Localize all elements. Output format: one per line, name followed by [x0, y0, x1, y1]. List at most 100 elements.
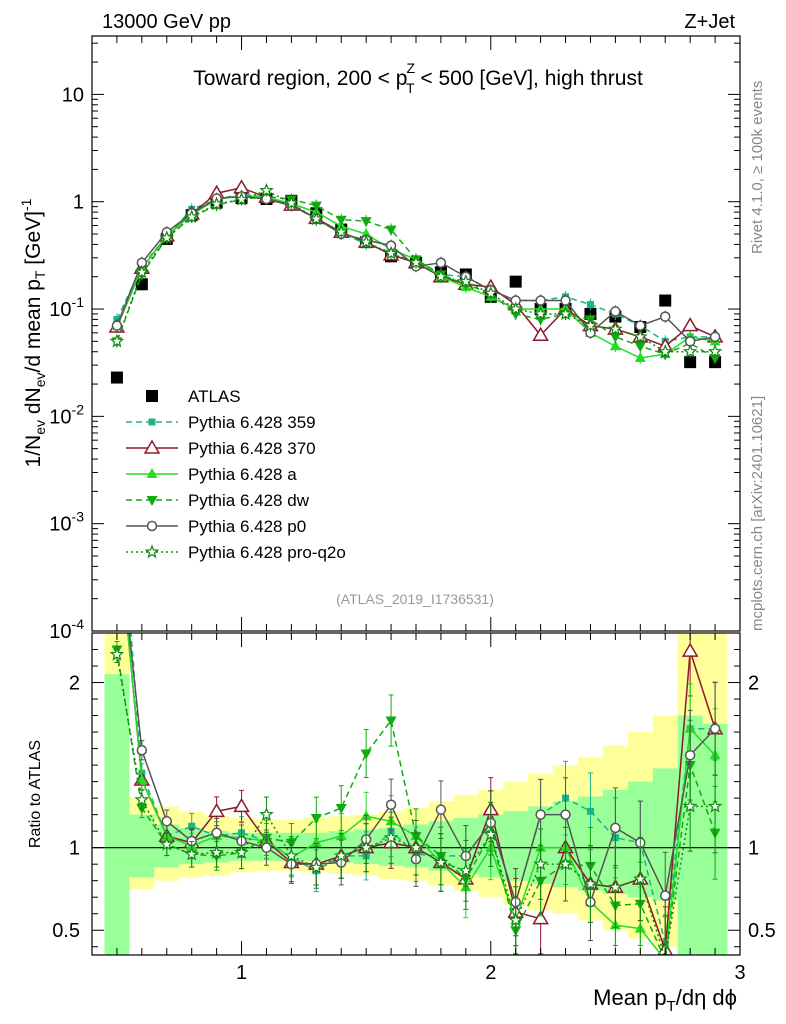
- ratio-marker-p370: [532, 910, 549, 925]
- marker-p370: [681, 317, 699, 332]
- ratio-marker-pp0: [161, 815, 173, 827]
- marker-pq2o: [657, 344, 673, 358]
- marker-pq2o: [707, 344, 723, 358]
- ratio-marker-pdw: [310, 813, 322, 824]
- band-inner-bin: [129, 814, 155, 878]
- ratio-marker-pp0: [136, 744, 148, 756]
- main-series-layer: [108, 179, 724, 384]
- ratio-y-tick-label-right: 0.5: [748, 920, 776, 942]
- legend-label-pdw: Pythia 6.428 dw: [188, 491, 310, 510]
- marker-pq2o: [633, 329, 648, 344]
- marker-pp0: [635, 320, 646, 331]
- legend-marker-atlas: [146, 390, 158, 402]
- marker-pq2o: [309, 211, 324, 226]
- ratio-marker-pdw: [335, 804, 347, 815]
- ratio-marker-pa: [310, 836, 322, 847]
- ratio-marker-pdw: [660, 956, 671, 966]
- marker-pdw: [634, 342, 646, 353]
- ratio-y-tick-label-left: 2: [69, 673, 80, 695]
- ratio-marker-pq2o: [608, 879, 623, 894]
- legend-marker-pp0: [146, 520, 158, 532]
- marker-pq2o: [558, 306, 573, 321]
- rivet-version-label: Rivet 4.1.0, ≥ 100k events: [749, 81, 766, 254]
- legend-marker-p370: [143, 439, 161, 454]
- ratio-marker-pdw: [360, 749, 372, 760]
- marker-pq2o: [209, 196, 224, 211]
- marker-pdw: [360, 217, 372, 228]
- ratio-uncertainty-bands: [104, 633, 728, 955]
- marker-atlas: [509, 275, 522, 288]
- ratio-marker-pp0: [261, 842, 272, 853]
- marker-pq2o: [134, 264, 150, 279]
- ratio-marker-p370: [208, 802, 225, 818]
- ratio-marker-p359: [113, 448, 120, 455]
- ratio-marker-pq2o: [508, 912, 523, 927]
- marker-pdw: [385, 225, 397, 236]
- marker-pq2o: [408, 255, 424, 269]
- ratio-marker-pq2o: [383, 830, 399, 844]
- ratio-y-axis-label: Ratio to ATLAS: [27, 740, 44, 848]
- ratio-series-layer: [92, 448, 740, 966]
- ratio-marker-pp0: [684, 749, 696, 761]
- x-tick-label: 3: [734, 962, 745, 984]
- ratio-marker-pq2o: [633, 871, 648, 886]
- x-tick-label: 1: [236, 962, 247, 984]
- ratio-marker-pq2o: [134, 792, 150, 806]
- ratio-marker-pq2o: [209, 844, 224, 859]
- ratio-marker-pq2o: [234, 844, 249, 859]
- marker-pp0: [709, 331, 721, 343]
- ratio-marker-pp0: [659, 890, 671, 901]
- ratio-marker-pq2o: [333, 848, 349, 863]
- ratio-y-tick-label-left: 1: [69, 838, 80, 860]
- legend-label-p359: Pythia 6.428 359: [188, 413, 316, 432]
- marker-pp0: [435, 257, 447, 268]
- main-y-tick-label: 10: [62, 84, 84, 106]
- marker-pq2o: [284, 195, 299, 210]
- marker-pa: [634, 351, 646, 362]
- legend-marker-pdw: [146, 496, 158, 506]
- marker-pq2o: [458, 273, 474, 288]
- marker-pq2o: [433, 269, 449, 283]
- marker-atlas: [684, 356, 697, 369]
- series-line-pdw: [116, 195, 716, 359]
- marker-pq2o: [383, 245, 399, 260]
- main-y-axis-label: 1/Nev dNev/d mean pT [GeV]-1: [18, 198, 48, 467]
- ratio-marker-pp0: [709, 723, 721, 735]
- marker-pq2o: [109, 333, 125, 348]
- marker-pq2o: [583, 318, 598, 332]
- legend-marker-pq2o: [144, 544, 160, 559]
- ratio-marker-pq2o: [433, 854, 449, 869]
- ratio-marker-pq2o: [533, 856, 548, 871]
- ratio-marker-pp0: [560, 809, 571, 820]
- axes-layer: 10 1 10-1 10-2 10-3 10-4 0.5 0.5 1 1 2 2 1 2 3: [49, 35, 776, 984]
- x-tick-label: 2: [485, 962, 496, 984]
- legend-marker-p359: [148, 418, 156, 426]
- main-y-tick-label: 10-4: [49, 616, 84, 643]
- ratio-marker-p359: [586, 807, 594, 815]
- main-y-tick-label: 10-3: [49, 509, 84, 536]
- marker-pa: [609, 340, 621, 351]
- legend-label-pp0: Pythia 6.428 p0: [188, 517, 306, 536]
- marker-pdw: [609, 332, 621, 343]
- ratio-marker-pdw: [385, 716, 397, 727]
- legend-marker-pa: [146, 468, 158, 478]
- ratio-marker-pq2o: [259, 806, 274, 821]
- ratio-marker-pq2o: [358, 840, 374, 854]
- marker-pp0: [659, 311, 671, 322]
- legend: ATLAS Pythia 6.428 359 Pythia 6.428 370 Pyt…: [126, 387, 346, 562]
- marker-pq2o: [184, 209, 199, 224]
- ratio-marker-p370: [233, 797, 250, 813]
- marker-pp0: [111, 320, 123, 331]
- ratio-marker-pq2o: [184, 846, 199, 861]
- marker-p359: [586, 301, 594, 309]
- x-axis-label: Mean pT/dη dϕ: [593, 985, 737, 1015]
- main-y-tick-label: 10-1: [49, 294, 84, 321]
- marker-pq2o: [159, 230, 175, 245]
- legend-label-pq2o: Pythia 6.428 pro-q2o: [188, 543, 346, 562]
- ratio-marker-pq2o: [682, 798, 698, 813]
- ratio-marker-pq2o: [408, 840, 424, 854]
- band-inner-bin: [104, 674, 130, 955]
- ratio-marker-p370: [681, 642, 699, 657]
- process-label: Z+Jet: [684, 11, 735, 33]
